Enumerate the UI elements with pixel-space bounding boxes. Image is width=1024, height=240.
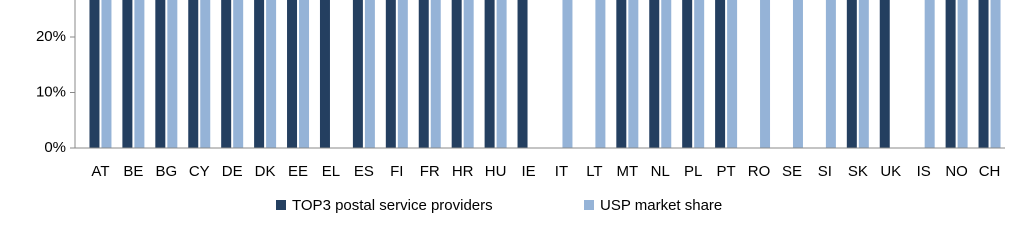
bar (715, 0, 726, 148)
bar (221, 0, 232, 148)
x-tick-label: DK (255, 163, 276, 180)
bar (846, 0, 857, 148)
bar (167, 0, 178, 148)
bar (694, 0, 705, 148)
bar (628, 0, 639, 148)
bar (496, 0, 507, 148)
x-tick-label: SK (848, 163, 868, 180)
bar (595, 0, 606, 148)
x-tick-label: NL (651, 163, 670, 180)
legend-label: TOP3 postal service providers (292, 197, 493, 214)
bar (134, 0, 145, 148)
x-tick-label: PL (684, 163, 702, 180)
x-tick-label: EE (288, 163, 308, 180)
x-tick-label: IS (917, 163, 931, 180)
x-tick-label: SE (782, 163, 802, 180)
bar (978, 0, 989, 148)
y-tick-label: 0% (44, 139, 66, 156)
x-tick-label: NO (945, 163, 968, 180)
bar (463, 0, 474, 148)
bar (122, 0, 133, 148)
bar (682, 0, 693, 148)
bar (727, 0, 738, 148)
x-tick-label: HU (485, 163, 507, 180)
bar (825, 0, 836, 148)
bar (957, 0, 968, 148)
x-tick-label: IT (555, 163, 568, 180)
chart: 0% 10% 20% AT BE BG CY DE DK EE EL ES FI FR HR HU IE IT LT… (36, 0, 1005, 214)
x-tick-label: PT (717, 163, 736, 180)
bar (89, 0, 100, 148)
bar (254, 0, 265, 148)
bar (858, 0, 869, 148)
bar (792, 0, 803, 148)
bar (879, 0, 890, 148)
bar (319, 0, 330, 148)
x-tick-label: SI (818, 163, 832, 180)
x-tick-label: FI (390, 163, 403, 180)
bar (188, 0, 199, 148)
x-tick-label: EL (322, 163, 340, 180)
legend-label: USP market share (600, 197, 722, 214)
bar (155, 0, 166, 148)
x-tick-label: LT (586, 163, 602, 180)
y-tick-label: 10% (36, 83, 66, 100)
bar (562, 0, 573, 148)
bar (924, 0, 935, 148)
bar (397, 0, 408, 148)
x-tick-label: UK (880, 163, 901, 180)
plot-area (89, 0, 1001, 148)
bar (451, 0, 462, 148)
x-tick-label: HR (452, 163, 474, 180)
bar (945, 0, 956, 148)
bar (990, 0, 1001, 148)
x-tick-label: DE (222, 163, 243, 180)
bar (287, 0, 298, 148)
x-tick-label: AT (91, 163, 109, 180)
bar (385, 0, 396, 148)
x-tick-label: IE (521, 163, 535, 180)
x-tick-label: CY (189, 163, 210, 180)
bar (517, 0, 528, 148)
y-tick-label: 20% (36, 28, 66, 45)
bar (418, 0, 429, 148)
x-tick-label: CH (979, 163, 1001, 180)
x-tick-label: BE (123, 163, 143, 180)
bar (233, 0, 244, 148)
x-tick-label: FR (420, 163, 440, 180)
bar (760, 0, 771, 148)
x-tick-label: MT (616, 163, 638, 180)
bar (649, 0, 660, 148)
bar (661, 0, 672, 148)
legend-swatch (276, 200, 286, 210)
bar (299, 0, 310, 148)
x-tick-label: ES (354, 163, 374, 180)
bar (484, 0, 495, 148)
legend-swatch (584, 200, 594, 210)
bar (101, 0, 112, 148)
bar (352, 0, 363, 148)
bar (430, 0, 441, 148)
x-tick-label: RO (748, 163, 771, 180)
bar (616, 0, 627, 148)
bar (266, 0, 277, 148)
x-tick-label: BG (155, 163, 177, 180)
bar (200, 0, 211, 148)
bar (364, 0, 375, 148)
